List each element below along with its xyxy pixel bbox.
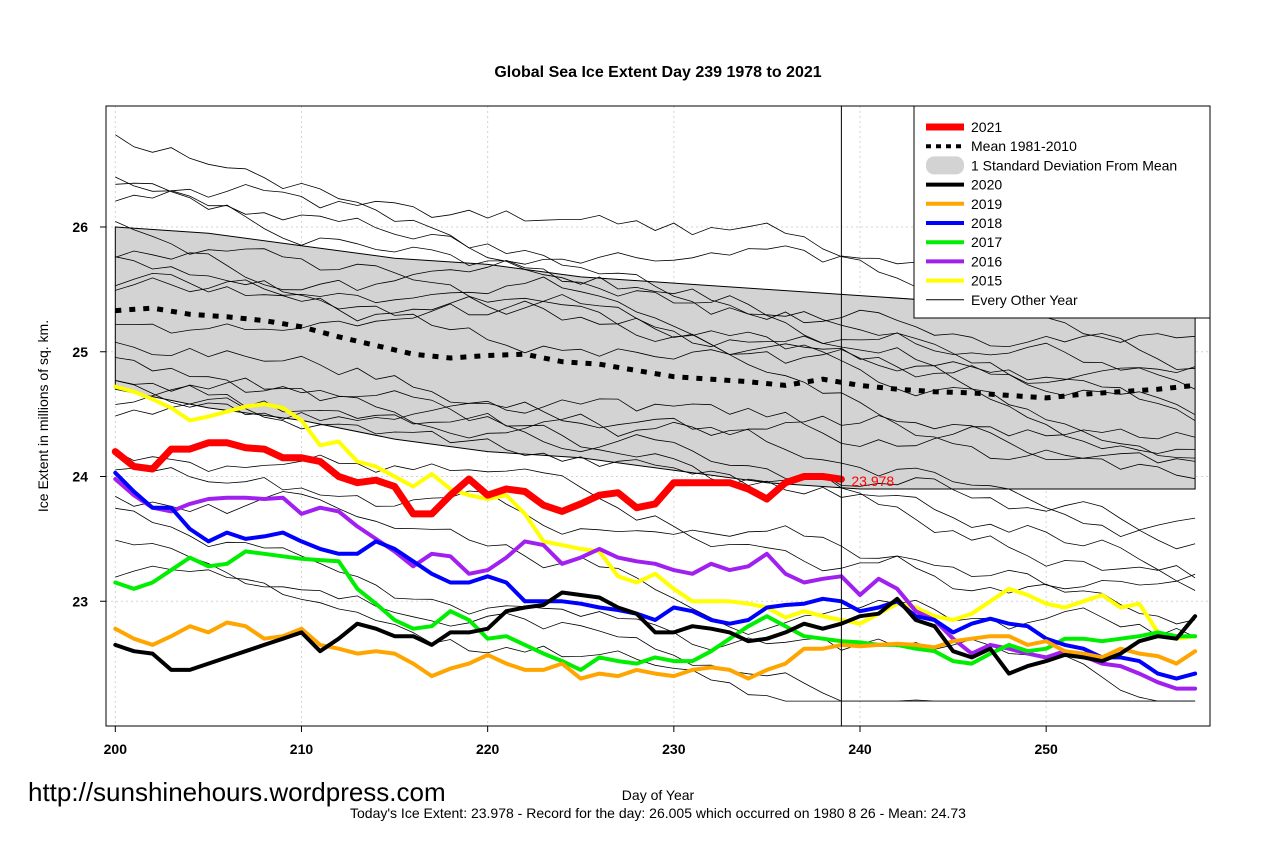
series-line-2015 [113, 384, 1198, 641]
every-other-year-line [115, 357, 1196, 550]
sd-band-area [114, 226, 1196, 490]
series-line-2021 [111, 439, 845, 518]
y-tick-label: 23 [72, 593, 88, 609]
legend-swatch [926, 156, 964, 175]
every-other-year-line [115, 397, 1196, 591]
legend-label: Mean 1981-2010 [971, 138, 1077, 154]
watermark-url: http://sunshinehours.wordpress.com [28, 777, 446, 807]
x-axis-label: Day of Year [622, 787, 695, 803]
every-other-year-line [115, 250, 1196, 454]
legend-label: 2020 [971, 177, 1002, 193]
legend: 2021 Mean 1981-2010 1 Standard Deviation F… [913, 105, 1211, 319]
legend-label: 2019 [971, 196, 1002, 212]
y-tick-label: 25 [72, 344, 88, 360]
y-tick-label: 24 [72, 469, 88, 485]
every-other-year-line [115, 272, 1196, 390]
every-other-year-line [115, 565, 1196, 702]
plot-frame [105, 105, 1211, 727]
every-other-year-line [115, 221, 1196, 459]
x-tick-label: 200 [104, 741, 128, 757]
current-value-label: 23.978 [851, 473, 894, 489]
series-line-2017 [113, 549, 1198, 672]
chart-title: Global Sea Ice Extent Day 239 1978 to 20… [494, 64, 821, 81]
y-axis-ticks: 23 24 25 26 [72, 219, 106, 609]
legend-label: 2021 [971, 119, 1002, 135]
x-tick-label: 230 [662, 741, 686, 757]
mean-line [115, 305, 1196, 401]
every-other-year-line [115, 341, 1196, 464]
series-line-2018 [113, 470, 1198, 681]
series-line-2020 [113, 590, 1198, 676]
legend-label: 1 Standard Deviation From Mean [971, 157, 1177, 173]
sd-band [114, 226, 1196, 490]
legend-label: 2018 [971, 215, 1002, 231]
every-other-year-line [115, 276, 1196, 480]
legend-label: Every Other Year [971, 292, 1078, 308]
every-other-year-line [115, 300, 1196, 416]
every-other-year-line [115, 385, 1196, 579]
x-tick-label: 250 [1034, 741, 1058, 757]
x-tick-label: 240 [848, 741, 872, 757]
every-other-year-line [115, 256, 1196, 422]
highlighted-series [111, 384, 1198, 691]
every-other-year-line [115, 507, 1196, 702]
every-other-year-line [115, 190, 1196, 370]
legend-label: 2017 [971, 234, 1002, 250]
x-tick-label: 210 [290, 741, 314, 757]
legend-box [913, 105, 1211, 319]
every-other-year-line [115, 450, 1196, 590]
x-tick-label: 220 [476, 741, 500, 757]
series-line-2019 [113, 620, 1198, 681]
every-other-year-line [115, 491, 1196, 638]
footer-summary: Today's Ice Extent: 23.978 - Record for … [350, 805, 966, 821]
x-axis-ticks: 200 210 220 230 240 250 [104, 726, 1058, 757]
every-other-year-line [115, 134, 1196, 384]
legend-label: 2016 [971, 253, 1002, 269]
legend-label: 2015 [971, 273, 1002, 289]
y-axis-label: Ice Extent in millions of sq. km. [35, 320, 51, 512]
every-other-year-line [115, 377, 1196, 531]
y-tick-label: 26 [72, 219, 88, 235]
series-line-2016 [113, 477, 1198, 691]
mean-line-group [115, 305, 1196, 401]
